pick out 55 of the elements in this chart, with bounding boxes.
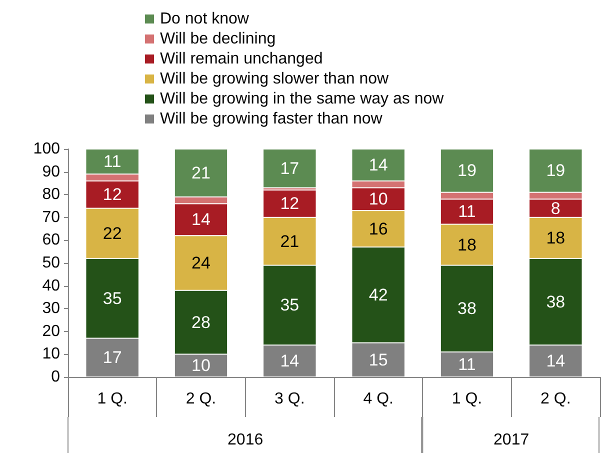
y-tick-label: 60: [42, 232, 60, 249]
data-label: 14: [546, 352, 566, 371]
x-tick-label: 1 Q.: [452, 390, 482, 408]
data-label: 17: [102, 348, 122, 368]
y-tick-label: 30: [42, 300, 60, 318]
x-tick-label: 4 Q.: [363, 390, 394, 408]
y-tick-label: 100: [33, 140, 60, 158]
data-label: 38: [458, 299, 476, 318]
legend-label: Will be growing slower than now: [160, 70, 389, 88]
data-label: 16: [368, 219, 388, 238]
data-label: 11: [458, 354, 476, 374]
text: 2017: [494, 432, 530, 448]
data-label: 35: [102, 288, 122, 308]
data-label: 21: [280, 232, 300, 251]
data-label: 14: [368, 155, 388, 174]
x-tick-label: 2 Q.: [540, 390, 571, 408]
data-label: 8: [550, 198, 560, 218]
legend-label: Will be growing faster than now: [160, 110, 383, 128]
y-tick-label: 20: [42, 322, 60, 340]
data-label: 10: [192, 356, 210, 376]
legend-label: Will be declining: [160, 30, 276, 48]
y-tick-label: 80: [42, 186, 60, 204]
y-tick-label: 70: [42, 208, 60, 226]
legend-label: Will remain unchanged: [160, 50, 323, 68]
y-tick-label: 10: [42, 346, 60, 363]
data-label: 11: [458, 202, 476, 222]
data-label: 15: [368, 350, 388, 370]
x-tick-label: 1 Q.: [97, 390, 128, 408]
data-label: 18: [458, 235, 476, 254]
data-label: 35: [280, 296, 300, 315]
data-label: 28: [192, 312, 210, 332]
y-tick-label: 50: [42, 254, 60, 272]
data-label: 22: [102, 224, 122, 243]
data-label: 18: [546, 228, 566, 248]
data-label: 10: [368, 190, 388, 209]
data-label: 17: [280, 158, 300, 178]
data-label: 24: [192, 254, 210, 272]
x-tick-label: 3 Q.: [274, 390, 305, 408]
y-tick-label: 0: [51, 368, 60, 386]
data-label: 12: [102, 185, 122, 204]
data-label: 38: [546, 292, 566, 312]
legend-label: Do not know: [160, 10, 250, 28]
data-label: 42: [368, 285, 388, 304]
y-tick-label: 40: [42, 277, 60, 294]
text: 2016: [228, 432, 264, 448]
x-tick-label: 2 Q.: [186, 390, 216, 408]
data-label: 19: [546, 161, 566, 180]
y-tick-label: 90: [42, 163, 60, 180]
data-label: 11: [104, 152, 122, 172]
data-label: 14: [192, 210, 210, 230]
data-label: 21: [192, 163, 210, 182]
data-label: 19: [458, 161, 476, 180]
data-label: 12: [280, 194, 300, 214]
legend-label: Will be growing in the same way as now: [160, 90, 444, 108]
data-label: 14: [280, 352, 300, 371]
